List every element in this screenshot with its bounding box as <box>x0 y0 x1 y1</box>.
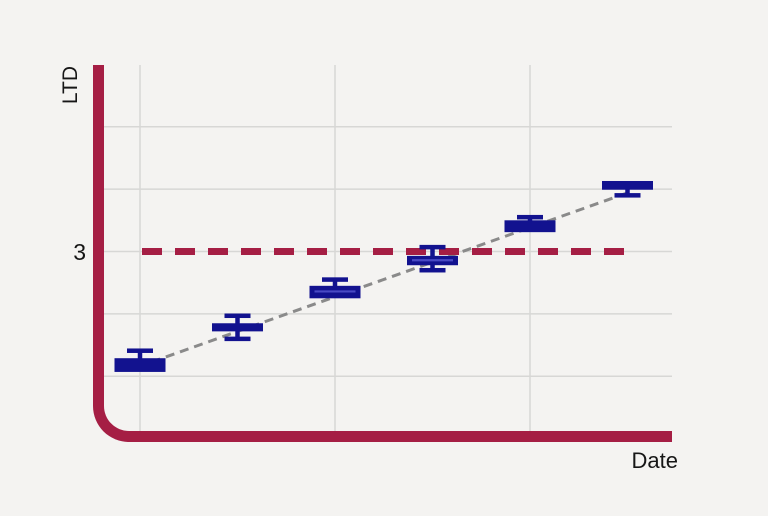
y-tick-label: 3 <box>73 239 86 265</box>
box-marker-2 <box>212 323 263 332</box>
whisker-cap-top <box>224 313 251 319</box>
whisker-stem-bottom <box>430 263 435 271</box>
whisker-cap-top <box>322 277 348 282</box>
y-axis-title: LTD <box>59 65 82 105</box>
box-marker-6 <box>602 180 653 190</box>
whisker-stem-top <box>235 315 240 326</box>
whisker-cap-top <box>127 348 153 353</box>
box-marker-5 <box>504 220 556 233</box>
x-axis-title: Date <box>631 448 678 473</box>
whisker-stem-top <box>527 217 533 223</box>
whisker-stem-bottom <box>235 329 240 339</box>
axis-lines <box>93 65 672 442</box>
box-marker-1 <box>114 358 166 372</box>
whisker-stem-top <box>430 247 435 258</box>
whisker-stem-bottom <box>625 187 630 196</box>
whisker-cap-bottom <box>224 336 251 342</box>
whisker-cap-top <box>419 244 446 250</box>
whisker-cap-bottom <box>419 267 446 273</box>
whisker-cap-top <box>517 214 543 220</box>
whisker-stem-top <box>137 350 143 361</box>
whisker-cap-bottom <box>614 193 641 198</box>
whisker-stem-top <box>332 279 338 288</box>
